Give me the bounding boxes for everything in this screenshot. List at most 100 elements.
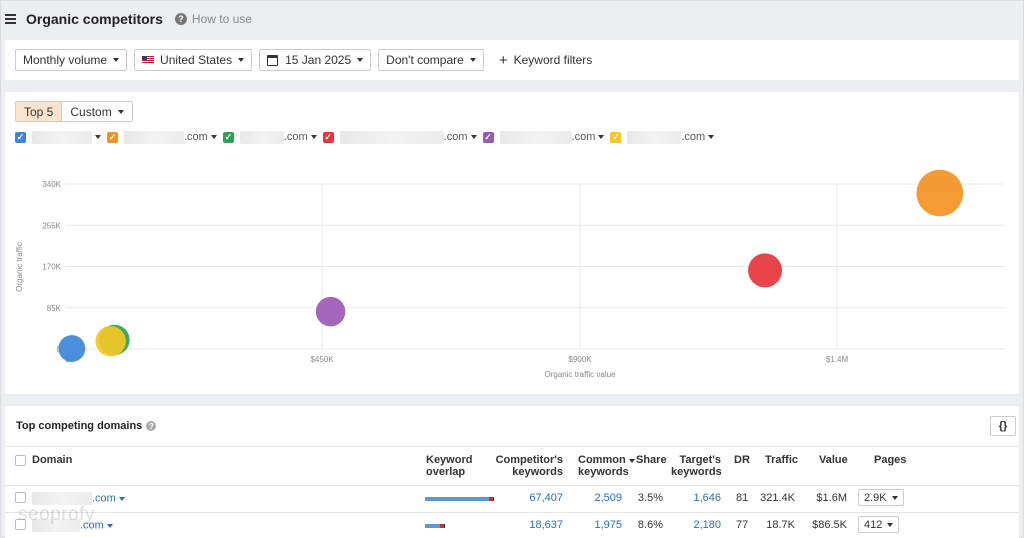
blurred-domain [239,130,284,144]
menu-icon[interactable] [5,14,16,24]
tab-top5[interactable]: Top 5 [16,102,63,121]
col-common-keywords-l1: Common [578,454,635,466]
legend-label-suffix: .com [571,131,596,143]
chevron-down-icon [469,58,476,62]
legend-label-suffix: .com [184,131,208,143]
target-keywords[interactable]: 1,646 [693,492,721,504]
chevron-down-icon [470,135,477,139]
col-common-keywords[interactable]: Common keywords [578,454,635,478]
competitor-keywords[interactable]: 18,637 [529,519,563,531]
filter-toolbar: Monthly volume United States 15 Jan 2025… [5,40,1019,80]
keyword-overlap-bar [425,497,494,501]
col-share[interactable]: Share [636,454,667,466]
legend-checkbox[interactable]: ✓ [107,131,118,143]
how-to-use-link[interactable]: How to use [191,12,252,26]
divider [5,512,1019,513]
col-traffic[interactable]: Traffic [765,454,799,466]
chevron-down-icon [238,58,245,62]
col-pages[interactable]: Pages [874,454,907,466]
x-axis-title: Organic traffic value [545,370,617,379]
competitor-keywords[interactable]: 67,407 [529,492,563,504]
data-bubble[interactable] [748,253,783,288]
x-tick-label: $450K [310,355,334,364]
legend-checkbox[interactable]: ✓ [610,131,622,143]
col-domain[interactable]: Domain [32,454,73,466]
chevron-down-icon [210,135,217,139]
col-competitor-keywords-l2: keywords [512,466,563,478]
help-icon[interactable]: ? [146,421,157,432]
legend-checkbox[interactable]: ✓ [15,131,26,143]
data-bubble[interactable] [916,169,964,217]
compare-dropdown-label: Don't compare [386,53,464,67]
domain-link[interactable]: .com [32,492,125,505]
sort-desc-icon [628,459,635,463]
y-tick-label: 255K [42,221,61,230]
col-keyword-overlap[interactable]: Keyword overlap [426,454,472,478]
row-checkbox[interactable] [15,492,26,503]
volume-dropdown[interactable]: Monthly volume [15,49,128,71]
chevron-down-icon [118,497,125,502]
overlap-segment [493,497,494,501]
plus-icon: + [498,51,508,69]
col-target-keywords-l1: Target's [679,454,721,466]
data-bubble[interactable] [95,326,126,357]
blurred-domain [124,130,184,144]
help-icon[interactable]: ? [174,13,187,25]
page-title: Organic competitors [26,11,163,27]
pages-dropdown[interactable]: 2.9K [858,489,904,506]
data-bubble[interactable] [315,296,346,327]
common-keywords[interactable]: 1,975 [594,519,622,531]
data-bubble[interactable] [58,335,86,362]
tab-custom[interactable]: Custom [62,102,132,121]
col-value[interactable]: Value [819,454,848,466]
x-tick-label: $900K [568,355,592,364]
col-keyword-overlap-l1: Keyword [426,454,473,466]
date-dropdown[interactable]: 15 Jan 2025 [259,49,372,71]
col-competitor-keywords[interactable]: Competitor's keywords [491,454,563,478]
legend-item[interactable]: ✓ .com [610,130,715,144]
domain-suffix: .com [92,492,116,505]
json-export-button[interactable]: {} [990,416,1016,436]
tab-custom-label: Custom [70,104,112,119]
x-tick-label: $1.4M [826,355,849,364]
pages-dropdown[interactable]: 412 [858,516,900,533]
compare-dropdown[interactable]: Don't compare [378,49,484,71]
country-dropdown[interactable]: United States [134,49,253,71]
legend-item[interactable]: ✓ [15,130,101,144]
overlap-segment [425,497,489,501]
share: 8.6% [637,519,663,531]
blurred-domain [32,130,92,144]
volume-dropdown-label: Monthly volume [23,53,108,67]
keyword-filters-button[interactable]: + Keyword filters [499,53,592,68]
domain-link[interactable]: .com [32,519,113,532]
select-all-checkbox[interactable] [15,455,26,466]
watermark-logo: seoprofy [18,504,95,525]
common-keywords[interactable]: 2,509 [594,492,622,504]
y-tick-label: 170K [42,263,61,272]
chevron-down-icon [887,522,894,527]
col-common-keywords-l2: keywords [578,466,629,478]
blurred-domain [32,492,92,505]
row-checkbox[interactable] [15,519,26,530]
chevron-down-icon [310,135,317,139]
legend-checkbox[interactable]: ✓ [482,131,494,143]
y-tick-label: 340K [42,180,61,189]
target-keywords[interactable]: 2,180 [693,519,721,531]
bubble-chart: 085K170K255K340K$0$450K$900K$1.4MOrganic… [15,169,1005,379]
legend-item[interactable]: ✓ .com [482,130,605,144]
domain-rating: 81 [736,492,749,504]
legend-item[interactable]: ✓ .com [222,130,317,144]
pages-count: 2.9K [864,491,887,504]
col-target-keywords[interactable]: Target's keywords [671,454,722,478]
legend-item[interactable]: ✓ .com [322,130,477,144]
legend-item[interactable]: ✓ .com [107,130,217,144]
domain-suffix: .com [80,519,104,532]
keyword-filters-label: Keyword filters [513,53,593,67]
col-dr[interactable]: DR [734,454,750,466]
blurred-domain [32,519,80,532]
legend-checkbox[interactable]: ✓ [322,131,334,143]
traffic: 321.4K [760,492,795,504]
y-axis-title: Organic traffic [15,242,24,292]
legend-checkbox[interactable]: ✓ [222,131,234,143]
overlap-segment [440,524,444,528]
